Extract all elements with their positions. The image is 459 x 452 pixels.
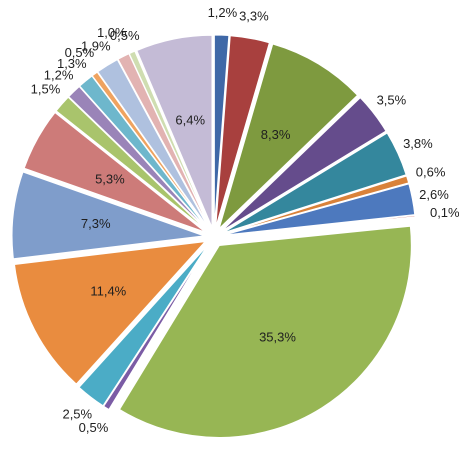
data-label: 0,5% <box>65 45 95 60</box>
pie-slice <box>221 97 387 232</box>
pie-slice <box>13 240 207 385</box>
data-label: 3,5% <box>377 92 407 107</box>
data-label: 35,3% <box>259 330 296 345</box>
data-label: 0,5% <box>79 420 109 435</box>
pie-slice <box>213 34 230 228</box>
data-label: 5,3% <box>95 171 125 186</box>
data-label: 2,6% <box>419 187 449 202</box>
data-label: 1,2% <box>44 68 74 83</box>
pie-slice <box>223 183 416 236</box>
data-label: 0,1% <box>430 205 459 220</box>
data-label: 1,5% <box>31 81 61 96</box>
pie-slice <box>79 75 209 230</box>
pie-slice <box>222 132 407 234</box>
pie-slice <box>91 71 209 230</box>
pie-slice <box>11 171 205 260</box>
pie-slice <box>97 59 210 229</box>
data-label: 0,5% <box>110 28 140 43</box>
data-label: 6,4% <box>175 112 205 127</box>
pie-slice <box>136 34 213 228</box>
data-label: 1,0% <box>97 25 127 40</box>
pie-slice <box>68 85 208 231</box>
data-label: 8,3% <box>261 127 291 142</box>
pie-slice <box>78 244 209 407</box>
pie-slice <box>215 35 270 228</box>
pie-slice <box>23 111 206 233</box>
pie-slice <box>103 245 210 411</box>
pie-slice <box>218 43 359 231</box>
pie-slice <box>55 96 207 231</box>
pie-slice <box>128 50 211 229</box>
data-label: 3,3% <box>239 9 269 24</box>
data-label: 1,9% <box>81 39 111 54</box>
data-label: 1,2% <box>208 5 238 20</box>
pie-slice <box>223 175 410 235</box>
data-label: 2,5% <box>62 406 92 421</box>
data-label: 1,3% <box>57 56 87 71</box>
pie-slice <box>118 225 412 438</box>
pie-labels: 1,2% 3,3%8,3%3,5%3,8%0,6%2,6%0,1%35,3%0,5… <box>31 5 459 435</box>
pie-slices <box>11 34 416 438</box>
data-label: 3,8% <box>403 136 433 151</box>
data-label: 0,6% <box>416 165 446 180</box>
pie-slice <box>223 214 416 237</box>
data-label: 7,3% <box>81 216 111 231</box>
data-label: 11,4% <box>90 284 126 299</box>
